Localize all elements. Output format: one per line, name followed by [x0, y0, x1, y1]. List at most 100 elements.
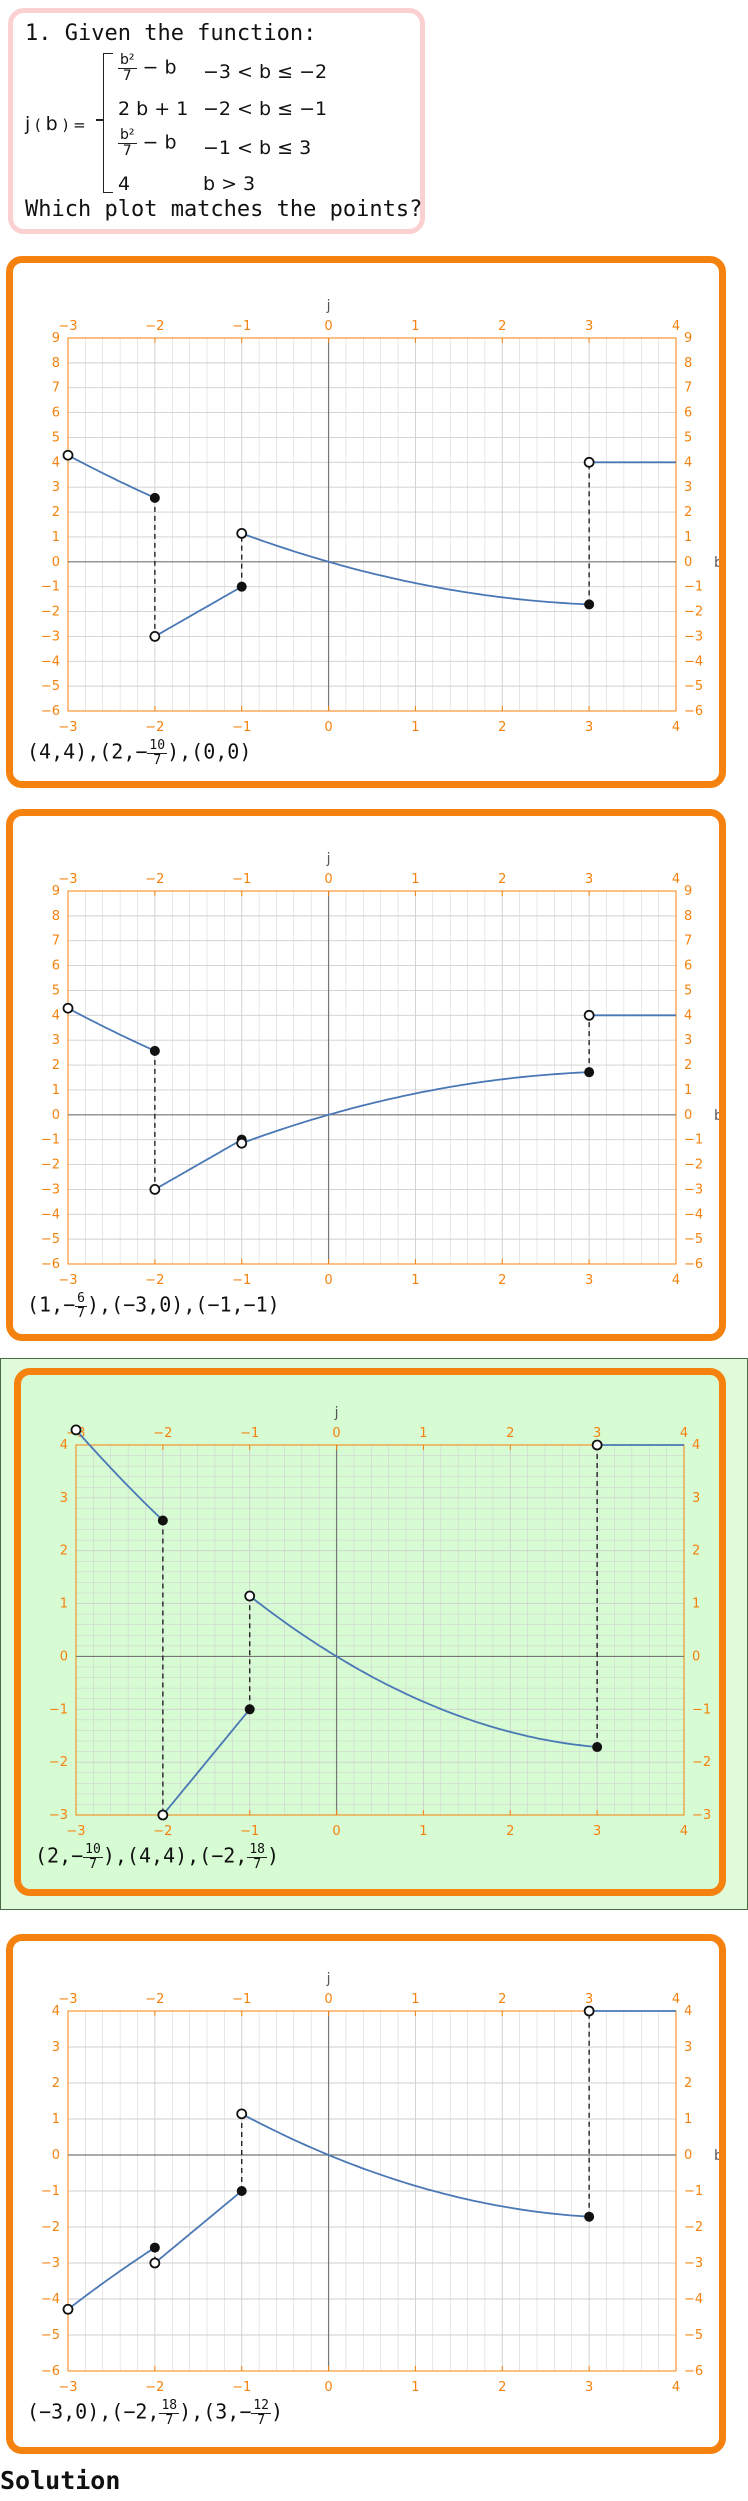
- y-tick-label-right: 6: [684, 406, 692, 421]
- points-fraction: 18 7: [159, 2398, 180, 2428]
- x-axis-label: b: [714, 1108, 719, 1124]
- x-tick-label-top: −1: [240, 1426, 259, 1441]
- points-text-segment: ),(−3,0),(−1,−1): [87, 1292, 280, 1317]
- function-label: j ( b ) =: [25, 113, 86, 135]
- y-tick-label-left: −3: [41, 2256, 60, 2271]
- x-tick-label-bottom: −3: [66, 1824, 85, 1839]
- y-tick-label-left: 0: [52, 2148, 60, 2163]
- x-tick-label-top: 0: [332, 1426, 340, 1441]
- x-tick-label-top: 2: [498, 319, 506, 334]
- y-tick-label-left: −1: [41, 1133, 60, 1148]
- points-text: (2,− 10 7),(4,4),(−2, 18 7): [35, 1843, 279, 1871]
- y-tick-label-right: −3: [684, 1182, 703, 1197]
- y-axis-label: j: [334, 1405, 339, 1421]
- y-tick-label-right: −2: [684, 1158, 703, 1173]
- option-card[interactable]: −3 −3 −2 −2 −1 −1 0 0 1 1 2 2 3 3 4 4 −6 −6 −5 −5 −4 −4 −3 −3 −2…: [6, 809, 726, 1341]
- y-tick-label-left: 6: [52, 406, 60, 421]
- y-tick-label-right: 2: [684, 505, 692, 520]
- points-text-segment: ): [271, 2399, 284, 2424]
- x-tick-label-bottom: 4: [672, 2380, 680, 2395]
- y-tick-label-right: 3: [684, 1033, 692, 1048]
- option-1[interactable]: −3 −3 −2 −2 −1 −1 0 0 1 1 2 2 3 3 4 4 −6 −6 −5 −5 −4 −4 −3 −3 −2…: [0, 250, 748, 790]
- x-tick-label-top: 4: [680, 1426, 688, 1441]
- series-line: [162, 1708, 251, 1816]
- points-text-segment: ),(4,4),(−2,: [102, 1843, 248, 1868]
- question-prompt: Which plot matches the points?: [25, 197, 423, 222]
- y-tick-label-right: 2: [684, 1058, 692, 1073]
- option-card[interactable]: −3−3−2−2−1−10011223344−3−3−2−2−1−1001122…: [14, 1368, 726, 1896]
- y-tick-label-right: −2: [692, 1755, 711, 1770]
- x-tick-label-top: 2: [506, 1426, 514, 1441]
- closed-endpoint: [236, 2186, 247, 2196]
- y-tick-label-left: 9: [52, 331, 60, 346]
- open-endpoint: [583, 2005, 595, 2017]
- y-axis-label: j: [326, 298, 331, 314]
- y-tick-label-right: −6: [684, 2364, 703, 2379]
- plot-frame: [67, 337, 677, 712]
- x-tick-label-bottom: 3: [585, 720, 593, 735]
- open-endpoint: [62, 449, 74, 461]
- x-tick-label-top: −2: [145, 1992, 164, 2007]
- plot-frame: [67, 2010, 677, 2372]
- y-tick-label-left: −3: [41, 1182, 60, 1197]
- y-tick-label-right: 3: [684, 2040, 692, 2055]
- x-tick-label-top: −1: [232, 1992, 251, 2007]
- y-tick-label-right: −1: [692, 1702, 711, 1717]
- closed-endpoint: [149, 2242, 160, 2253]
- y-tick-label-left: −1: [41, 580, 60, 595]
- open-endpoint: [157, 1809, 169, 1821]
- plot-chart: −3−3−2−2−1−10011223344−3−3−2−2−1−1001122…: [49, 1405, 711, 1839]
- closed-endpoint: [149, 1045, 160, 1056]
- y-tick-label-right: −5: [684, 2328, 703, 2343]
- y-tick-label-right: 3: [684, 480, 692, 495]
- x-tick-label-top: −1: [232, 872, 251, 887]
- y-tick-label-right: 0: [692, 1649, 700, 1664]
- x-tick-label-bottom: −2: [145, 1273, 164, 1288]
- y-tick-label-left: −6: [41, 1257, 60, 1272]
- x-tick-label-top: −2: [145, 319, 164, 334]
- y-tick-label-right: 6: [684, 959, 692, 974]
- y-tick-label-left: −5: [41, 679, 60, 694]
- y-tick-label-right: 1: [684, 2112, 692, 2127]
- option-4[interactable]: −3 −3 −2 −2 −1 −1 0 0 1 1 2 2 3 3 4 4 −6 −6 −5 −5 −4 −4 −3 −3 −2…: [0, 1928, 748, 2458]
- x-tick-label-top: 2: [498, 1992, 506, 2007]
- piece-cond-3: −1 < b ≤ 3: [203, 137, 312, 159]
- y-tick-label-left: −6: [41, 2364, 60, 2379]
- points-fraction: 12 7: [251, 2398, 272, 2428]
- piecewise-brace: [96, 53, 113, 193]
- x-tick-label-bottom: −2: [145, 2380, 164, 2395]
- option-card[interactable]: −3 −3 −2 −2 −1 −1 0 0 1 1 2 2 3 3 4 4 −6 −6 −5 −5 −4 −4 −3 −3 −2…: [6, 256, 726, 788]
- x-tick-label-bottom: −3: [58, 720, 77, 735]
- x-tick-label-bottom: −1: [232, 720, 251, 735]
- x-tick-label-bottom: 2: [498, 1273, 506, 1288]
- x-tick-label-top: −3: [58, 1992, 77, 2007]
- x-tick-label-bottom: 4: [672, 1273, 680, 1288]
- y-tick-label-right: −5: [684, 679, 703, 694]
- x-tick-label-top: 1: [411, 319, 419, 334]
- y-tick-label-left: 4: [60, 1438, 68, 1453]
- y-tick-label-left: 2: [52, 505, 60, 520]
- x-tick-label-top: 4: [672, 1992, 680, 2007]
- option-3[interactable]: −3−3−2−2−1−10011223344−3−3−2−2−1−1001122…: [0, 1358, 748, 1910]
- x-tick-label-bottom: 1: [411, 2380, 419, 2395]
- open-endpoint: [149, 2257, 161, 2269]
- x-tick-label-top: 3: [593, 1426, 601, 1441]
- y-tick-label-left: 6: [52, 959, 60, 974]
- x-tick-label-top: 1: [411, 1992, 419, 2007]
- points-fraction: 18 7: [247, 1842, 267, 1872]
- points-fraction: 10 7: [83, 1842, 103, 1872]
- y-tick-label-right: 1: [684, 530, 692, 545]
- y-tick-label-left: 1: [52, 530, 60, 545]
- series-line: [154, 2190, 243, 2264]
- option-card[interactable]: −3 −3 −2 −2 −1 −1 0 0 1 1 2 2 3 3 4 4 −6 −6 −5 −5 −4 −4 −3 −3 −2…: [6, 1934, 726, 2454]
- option-2[interactable]: −3 −3 −2 −2 −1 −1 0 0 1 1 2 2 3 3 4 4 −6 −6 −5 −5 −4 −4 −3 −3 −2…: [0, 803, 748, 1343]
- x-tick-label-bottom: 4: [680, 1824, 688, 1839]
- series-line: [67, 1007, 156, 1052]
- x-tick-label-bottom: −1: [232, 2380, 251, 2395]
- x-tick-label-top: 1: [411, 872, 419, 887]
- grid-lines: [67, 2010, 677, 2372]
- plot-frame: [75, 1444, 685, 1816]
- y-tick-label-left: −5: [41, 1232, 60, 1247]
- x-tick-label-top: 0: [324, 319, 332, 334]
- y-tick-label-left: 3: [52, 480, 60, 495]
